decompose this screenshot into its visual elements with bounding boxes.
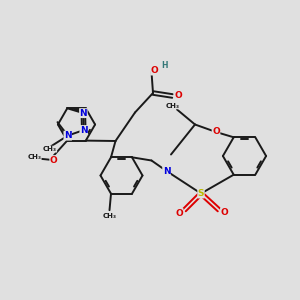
- Text: O: O: [50, 156, 58, 165]
- Text: O: O: [174, 92, 182, 100]
- Text: N: N: [163, 167, 170, 176]
- Text: O: O: [212, 128, 220, 136]
- Text: N: N: [64, 131, 72, 140]
- Text: CH₃: CH₃: [103, 213, 116, 219]
- Text: CH₃: CH₃: [27, 154, 41, 160]
- Text: O: O: [175, 208, 183, 217]
- Text: S: S: [198, 189, 204, 198]
- Text: N: N: [80, 109, 87, 118]
- Text: O: O: [151, 66, 158, 75]
- Text: CH₃: CH₃: [166, 103, 179, 109]
- Text: H: H: [161, 61, 168, 70]
- Text: N: N: [80, 126, 88, 135]
- Text: CH₃: CH₃: [43, 146, 57, 152]
- Text: O: O: [220, 208, 228, 217]
